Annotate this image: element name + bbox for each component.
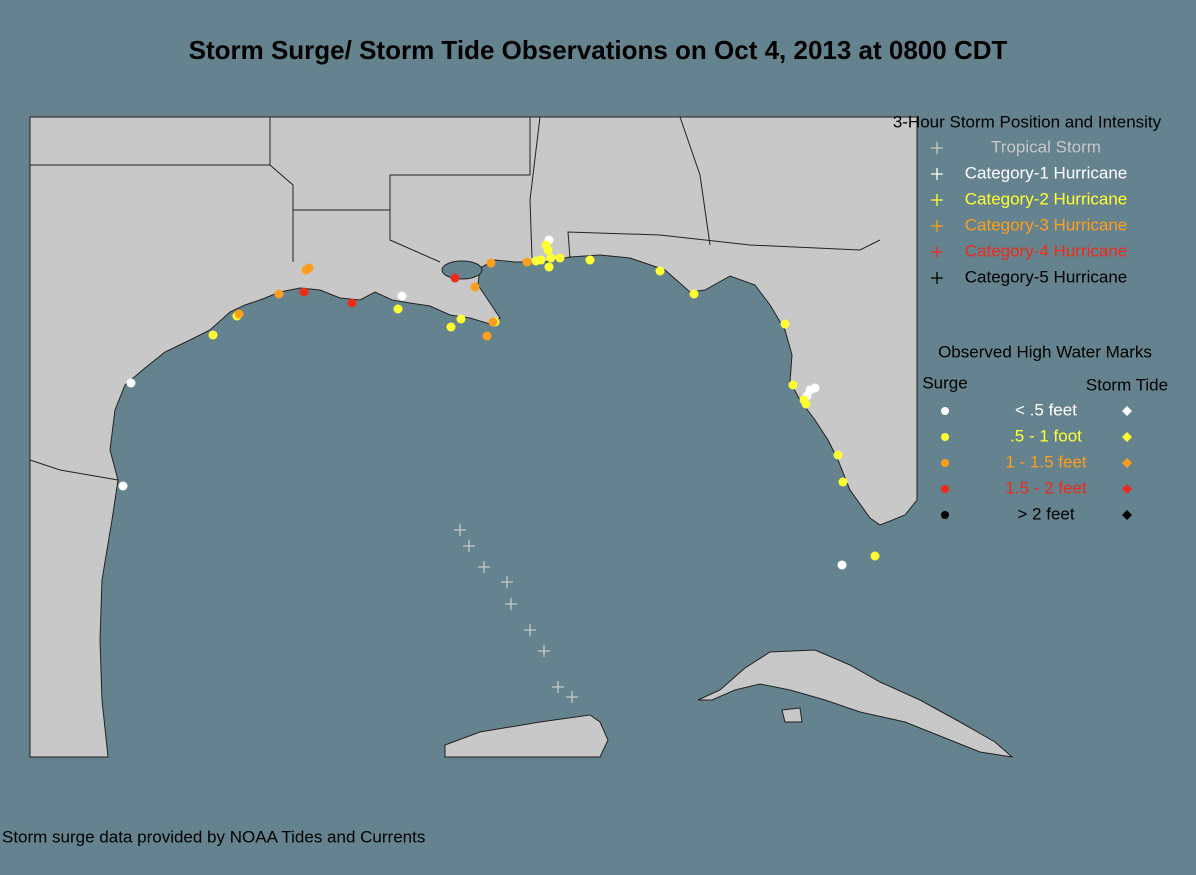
observation-dot [541,240,551,250]
plus-marker [538,645,550,657]
plus-marker [931,246,943,258]
observation-dot [304,263,314,273]
tide-marker [1122,484,1132,494]
observation-dot [689,289,699,299]
storm-legend-label: Category-4 Hurricane [965,241,1128,260]
tide-marker [1122,432,1132,442]
plus-marker [552,681,564,693]
observation-dot [450,273,460,283]
observation-dot [555,253,565,263]
observation-dot [446,322,456,332]
state-border [293,209,441,263]
surge-marker [941,433,949,441]
plus-marker [505,598,517,610]
observation-dot [299,287,309,297]
observation-dot [544,262,554,272]
lake-pontchartrain [441,260,483,280]
tide-marker [1122,510,1132,520]
plus-marker [931,272,943,284]
observation-dot [456,314,466,324]
observation-dot [234,309,244,319]
observation-dot [837,560,847,570]
observation-dot [531,256,541,266]
plus-marker [931,168,943,180]
footer: Storm surge data provided by NOAA Tides … [2,827,425,846]
storm-legend-label: Category-3 Hurricane [965,215,1128,234]
observation-dot [546,253,556,263]
map [29,116,1014,758]
observation-dot [838,477,848,487]
tide-marker [1122,458,1132,468]
storm-track [454,524,578,703]
observation-dot [522,257,532,267]
water-legend-label: 1 - 1.5 feet [1005,452,1087,471]
observation-dot [126,378,136,388]
observation-dot [870,551,880,561]
observation-dot [486,258,496,268]
plus-marker [463,540,475,552]
observation-dot [788,380,798,390]
surge-marker [941,407,949,415]
observation-dot [208,330,218,340]
storm-legend-label: Category-1 Hurricane [965,163,1128,182]
plus-marker [931,142,943,154]
observation-dot [397,291,407,301]
plus-marker [501,576,513,588]
state-border [29,459,119,481]
observation-dot [347,298,357,308]
state-border [567,231,881,259]
plus-marker [478,561,490,573]
water-legend-title: Observed High Water Marks [938,342,1152,361]
observation-dot [470,282,480,292]
water-legend-label: 1.5 - 2 feet [1005,478,1087,497]
yucatan [444,714,609,758]
water-legend-label: < .5 feet [1015,400,1077,419]
surge-marker [941,511,949,519]
plus-marker [454,524,466,536]
tide-marker [1122,406,1132,416]
surge-header: Surge [922,373,967,392]
plus-marker [566,691,578,703]
observation-dot [118,481,128,491]
storm-legend-label: Tropical Storm [991,137,1101,156]
observation-dot [810,383,820,393]
storm-legend-title: 3-Hour Storm Position and Intensity [893,112,1162,131]
plus-marker [524,624,536,636]
isle-of-youth [781,707,803,723]
state-border [529,116,541,259]
observation-dot [393,304,403,314]
cuba [697,649,1014,758]
storm-legend-label: Category-2 Hurricane [965,189,1128,208]
observations [118,235,880,570]
observation-dot [274,289,284,299]
observation-dot [482,331,492,341]
surge-marker [941,485,949,493]
storm-legend-label: Category-5 Hurricane [965,267,1128,286]
observation-dot [585,255,595,265]
observation-dot [801,399,811,409]
legends: Tropical Storm Category-1 Hurricane Catego… [931,137,1132,523]
plus-marker [931,194,943,206]
title: Storm Surge/ Storm Tide Observations on … [189,35,1008,65]
tide-header: Storm Tide [1086,375,1168,394]
state-border [679,116,711,246]
observation-dot [833,450,843,460]
plus-marker [931,220,943,232]
state-border [389,117,531,210]
water-legend-label: .5 - 1 foot [1010,426,1082,445]
state-border [269,117,294,262]
observation-dot [655,266,665,276]
observation-dot [488,317,498,327]
water-legend-label: > 2 feet [1017,504,1074,523]
observation-dot [780,319,790,329]
surge-marker [941,459,949,467]
